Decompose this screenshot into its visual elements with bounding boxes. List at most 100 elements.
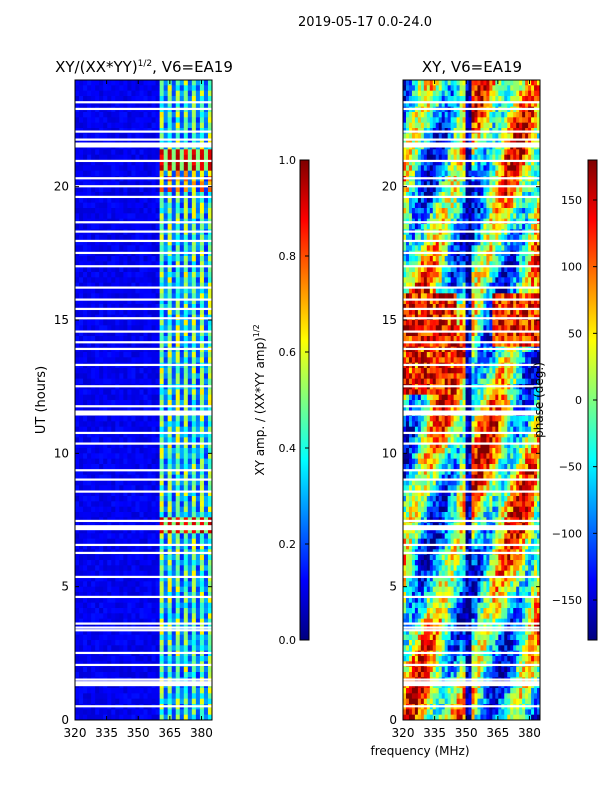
right-heatmap <box>403 80 540 720</box>
heatmap-cell <box>163 160 169 166</box>
heatmap-cell <box>163 256 169 262</box>
heatmap-cell <box>151 261 156 268</box>
heatmap-cell <box>486 170 490 177</box>
heatmap-cell <box>187 698 193 705</box>
heatmap-cell <box>103 320 108 326</box>
heatmap-cell <box>179 437 185 444</box>
heatmap-cell <box>183 506 189 513</box>
heatmap-cell <box>207 240 212 246</box>
heatmap-cell <box>127 581 132 588</box>
heatmap-cell <box>155 101 161 108</box>
heatmap-cell <box>195 474 201 481</box>
heatmap-cell <box>127 464 132 470</box>
heatmap-cell <box>403 149 407 156</box>
heatmap-cell <box>119 570 124 577</box>
heatmap-cell <box>131 245 136 252</box>
heatmap-cell <box>83 437 88 444</box>
heatmap-cell <box>175 330 181 337</box>
heatmap-cell <box>203 570 209 577</box>
heatmap-cell <box>167 512 173 518</box>
heatmap-cell <box>155 277 161 284</box>
heatmap-cell <box>79 490 84 497</box>
heatmap-cell <box>131 426 136 433</box>
heatmap-cell <box>99 448 104 454</box>
heatmap-cell <box>155 368 161 374</box>
heatmap-cell <box>175 597 181 604</box>
heatmap-cell <box>203 400 209 406</box>
heatmap-cell <box>151 197 156 204</box>
heatmap-cell <box>87 453 92 460</box>
heatmap-cell <box>408 154 413 161</box>
heatmap-cell <box>183 325 189 332</box>
heatmap-cell <box>171 234 177 241</box>
x-tick-label: 320 <box>64 726 87 740</box>
heatmap-cell <box>519 117 523 124</box>
heatmap-cell <box>417 122 422 129</box>
heatmap-cell <box>135 458 140 465</box>
heatmap-cell <box>95 117 100 124</box>
heatmap-cell <box>199 453 205 460</box>
heatmap-cell <box>465 112 469 118</box>
heatmap-cell <box>420 122 425 129</box>
heatmap-cell <box>147 528 152 534</box>
heatmap-cell <box>131 565 136 572</box>
heatmap-cell <box>147 490 152 497</box>
heatmap-cell <box>199 645 205 652</box>
heatmap-cell <box>111 240 116 246</box>
heatmap-cell <box>163 629 169 636</box>
heatmap-cell <box>115 634 120 641</box>
heatmap-cell <box>483 160 487 166</box>
heatmap-cell <box>187 245 193 252</box>
heatmap-cell <box>79 576 84 582</box>
heatmap-cell <box>207 490 212 497</box>
heatmap-cell <box>199 512 205 518</box>
heatmap-cell <box>187 80 193 86</box>
heatmap-cell <box>171 544 177 550</box>
heatmap-cell <box>147 640 152 646</box>
heatmap-cell <box>183 213 189 220</box>
heatmap-cell <box>477 154 481 161</box>
heatmap-cell <box>444 160 449 166</box>
heatmap-cell <box>115 554 120 561</box>
heatmap-cell <box>522 117 526 124</box>
heatmap-cell <box>143 341 148 348</box>
heatmap-cell <box>99 373 104 380</box>
heatmap-cell <box>131 592 136 598</box>
heatmap-cell <box>151 528 156 534</box>
heatmap-cell <box>135 448 140 454</box>
heatmap-cell <box>203 373 209 380</box>
heatmap-cell <box>119 474 124 481</box>
heatmap-cell <box>91 197 96 204</box>
heatmap-cell <box>155 448 161 454</box>
heatmap-cell <box>441 117 446 124</box>
heatmap-cell <box>199 501 205 508</box>
heatmap-cell <box>91 330 96 337</box>
heatmap-cell <box>135 453 140 460</box>
heatmap-cell <box>183 688 189 694</box>
heatmap-cell <box>103 474 108 481</box>
heatmap-cell <box>151 90 156 97</box>
flagged-row <box>75 307 212 311</box>
heatmap-cell <box>91 656 96 662</box>
heatmap-cell <box>203 336 209 342</box>
heatmap-cell <box>123 277 128 284</box>
heatmap-cell <box>99 394 104 401</box>
heatmap-cell <box>492 85 496 92</box>
heatmap-cell <box>103 442 108 449</box>
heatmap-cell <box>417 154 422 161</box>
heatmap-cell <box>183 192 189 198</box>
heatmap-cell <box>489 112 493 118</box>
heatmap-cell <box>203 528 209 534</box>
heatmap-cell <box>159 170 165 177</box>
heatmap-cell <box>195 272 201 278</box>
heatmap-cell <box>83 122 88 129</box>
heatmap-cell <box>163 453 169 460</box>
heatmap-cell <box>183 389 189 396</box>
heatmap-cell <box>115 618 120 625</box>
heatmap-cell <box>103 138 108 145</box>
heatmap-cell <box>159 506 165 513</box>
heatmap-cell <box>151 565 156 572</box>
heatmap-cell <box>87 378 92 385</box>
heatmap-cell <box>447 170 452 177</box>
heatmap-cell <box>107 528 112 534</box>
